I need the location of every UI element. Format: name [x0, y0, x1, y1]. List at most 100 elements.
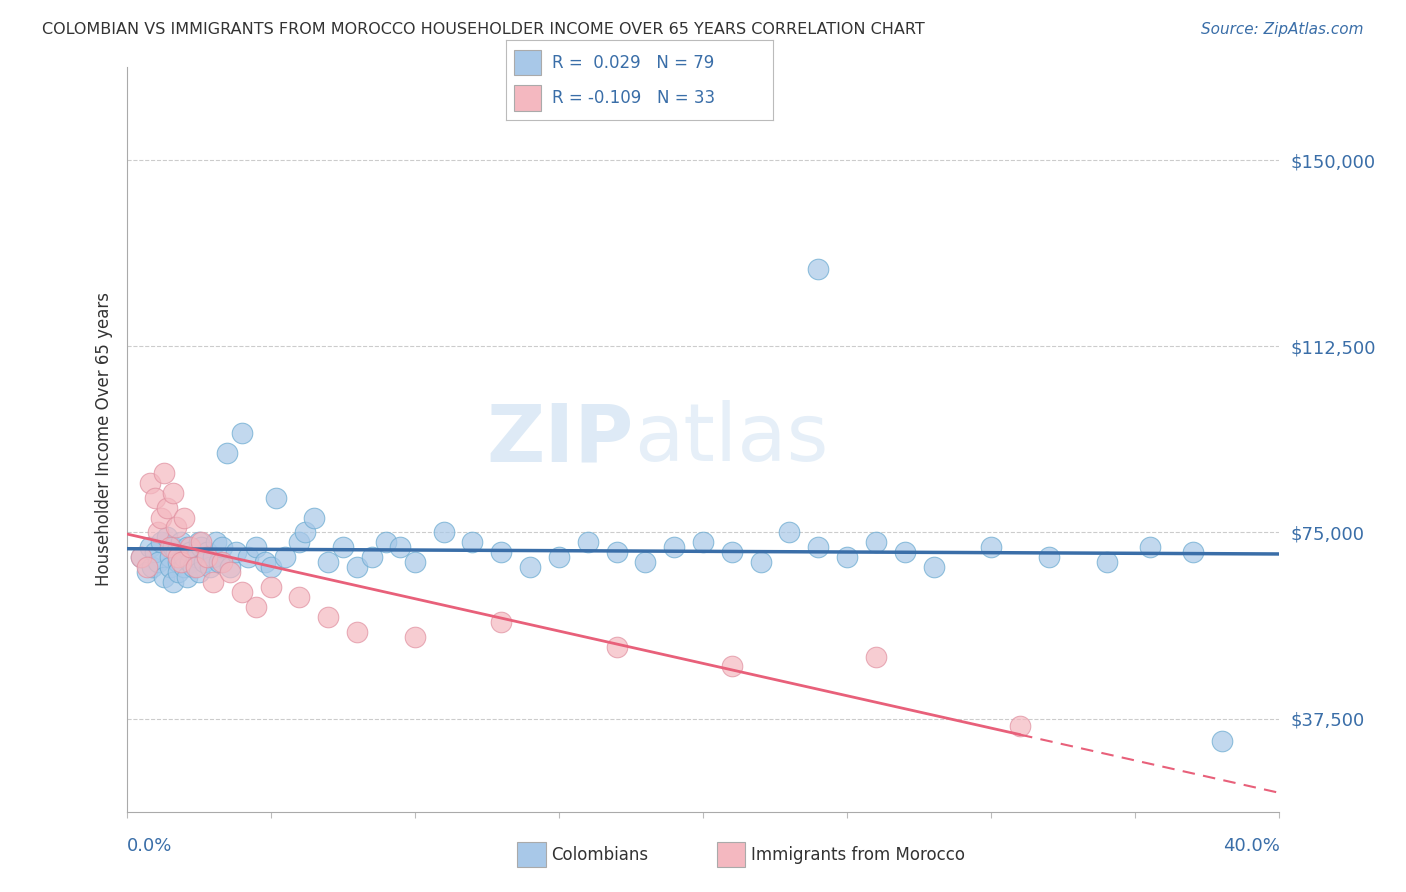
Point	[1181, 545, 1204, 559]
Point	[318, 555, 340, 569]
Point	[576, 535, 599, 549]
Point	[156, 530, 179, 544]
Point	[145, 545, 166, 559]
Point	[176, 570, 198, 584]
Point	[170, 535, 193, 549]
Point	[548, 550, 571, 565]
Point	[181, 560, 204, 574]
Point	[193, 555, 215, 569]
Point	[318, 610, 340, 624]
Point	[179, 555, 201, 569]
Point	[461, 535, 484, 549]
Point	[346, 624, 368, 639]
Point	[980, 541, 1002, 555]
Point	[129, 550, 152, 565]
Point	[173, 560, 195, 574]
Text: ZIP: ZIP	[486, 401, 634, 478]
Point	[288, 535, 311, 549]
Point	[865, 649, 887, 664]
Point	[148, 525, 170, 540]
Point	[807, 262, 830, 277]
Point	[205, 535, 228, 549]
Point	[198, 560, 221, 574]
Text: Source: ZipAtlas.com: Source: ZipAtlas.com	[1201, 22, 1364, 37]
Point	[274, 550, 297, 565]
Point	[211, 541, 233, 555]
Point	[202, 550, 225, 565]
Point	[266, 491, 288, 505]
Point	[692, 535, 714, 549]
Point	[779, 525, 801, 540]
Point	[720, 659, 742, 673]
FancyBboxPatch shape	[515, 85, 541, 111]
Point	[606, 545, 628, 559]
Point	[148, 555, 170, 569]
Point	[231, 426, 253, 441]
Text: R = -0.109   N = 33: R = -0.109 N = 33	[551, 89, 714, 107]
Point	[167, 565, 190, 579]
Point	[195, 550, 218, 565]
Point	[153, 570, 176, 584]
Point	[162, 485, 184, 500]
Point	[720, 545, 742, 559]
Point	[208, 555, 231, 569]
Point	[150, 535, 173, 549]
Point	[807, 541, 830, 555]
Point	[225, 545, 247, 559]
Point	[404, 630, 426, 644]
Point	[156, 500, 179, 515]
Point	[259, 560, 281, 574]
Point	[129, 550, 152, 565]
Point	[433, 525, 456, 540]
Point	[135, 560, 157, 574]
Point	[165, 520, 187, 534]
Point	[219, 565, 242, 579]
Point	[167, 555, 190, 569]
Point	[190, 541, 212, 555]
Y-axis label: Householder Income Over 65 years: Householder Income Over 65 years	[94, 293, 112, 586]
Point	[184, 550, 207, 565]
Point	[253, 555, 276, 569]
Point	[159, 560, 181, 574]
Point	[374, 535, 398, 549]
Point	[217, 446, 239, 460]
Point	[749, 555, 772, 569]
Point	[150, 510, 173, 524]
Point	[634, 555, 657, 569]
Text: COLOMBIAN VS IMMIGRANTS FROM MOROCCO HOUSEHOLDER INCOME OVER 65 YEARS CORRELATIO: COLOMBIAN VS IMMIGRANTS FROM MOROCCO HOU…	[42, 22, 925, 37]
Point	[360, 550, 382, 565]
Point	[167, 550, 190, 565]
Point	[922, 560, 945, 574]
Point	[179, 541, 201, 555]
Point	[835, 550, 858, 565]
Point	[159, 541, 181, 555]
Point	[159, 550, 181, 565]
Point	[138, 541, 160, 555]
Point	[1038, 550, 1060, 565]
FancyBboxPatch shape	[515, 50, 541, 76]
Point	[294, 525, 316, 540]
Point	[231, 585, 253, 599]
Point	[135, 565, 157, 579]
Point	[606, 640, 628, 654]
Point	[332, 541, 354, 555]
Point	[138, 475, 160, 490]
Point	[491, 545, 513, 559]
Text: 40.0%: 40.0%	[1223, 837, 1279, 855]
Point	[259, 580, 281, 594]
Text: Immigrants from Morocco: Immigrants from Morocco	[751, 846, 965, 863]
Point	[141, 560, 163, 574]
Point	[219, 560, 242, 574]
Point	[404, 555, 426, 569]
Point	[1095, 555, 1118, 569]
Point	[187, 535, 209, 549]
Point	[236, 550, 259, 565]
Text: Colombians: Colombians	[551, 846, 648, 863]
Point	[173, 550, 195, 565]
Point	[153, 466, 176, 480]
Point	[202, 575, 225, 590]
Text: 0.0%: 0.0%	[127, 837, 172, 855]
Point	[211, 555, 233, 569]
Point	[145, 491, 166, 505]
Point	[245, 541, 267, 555]
